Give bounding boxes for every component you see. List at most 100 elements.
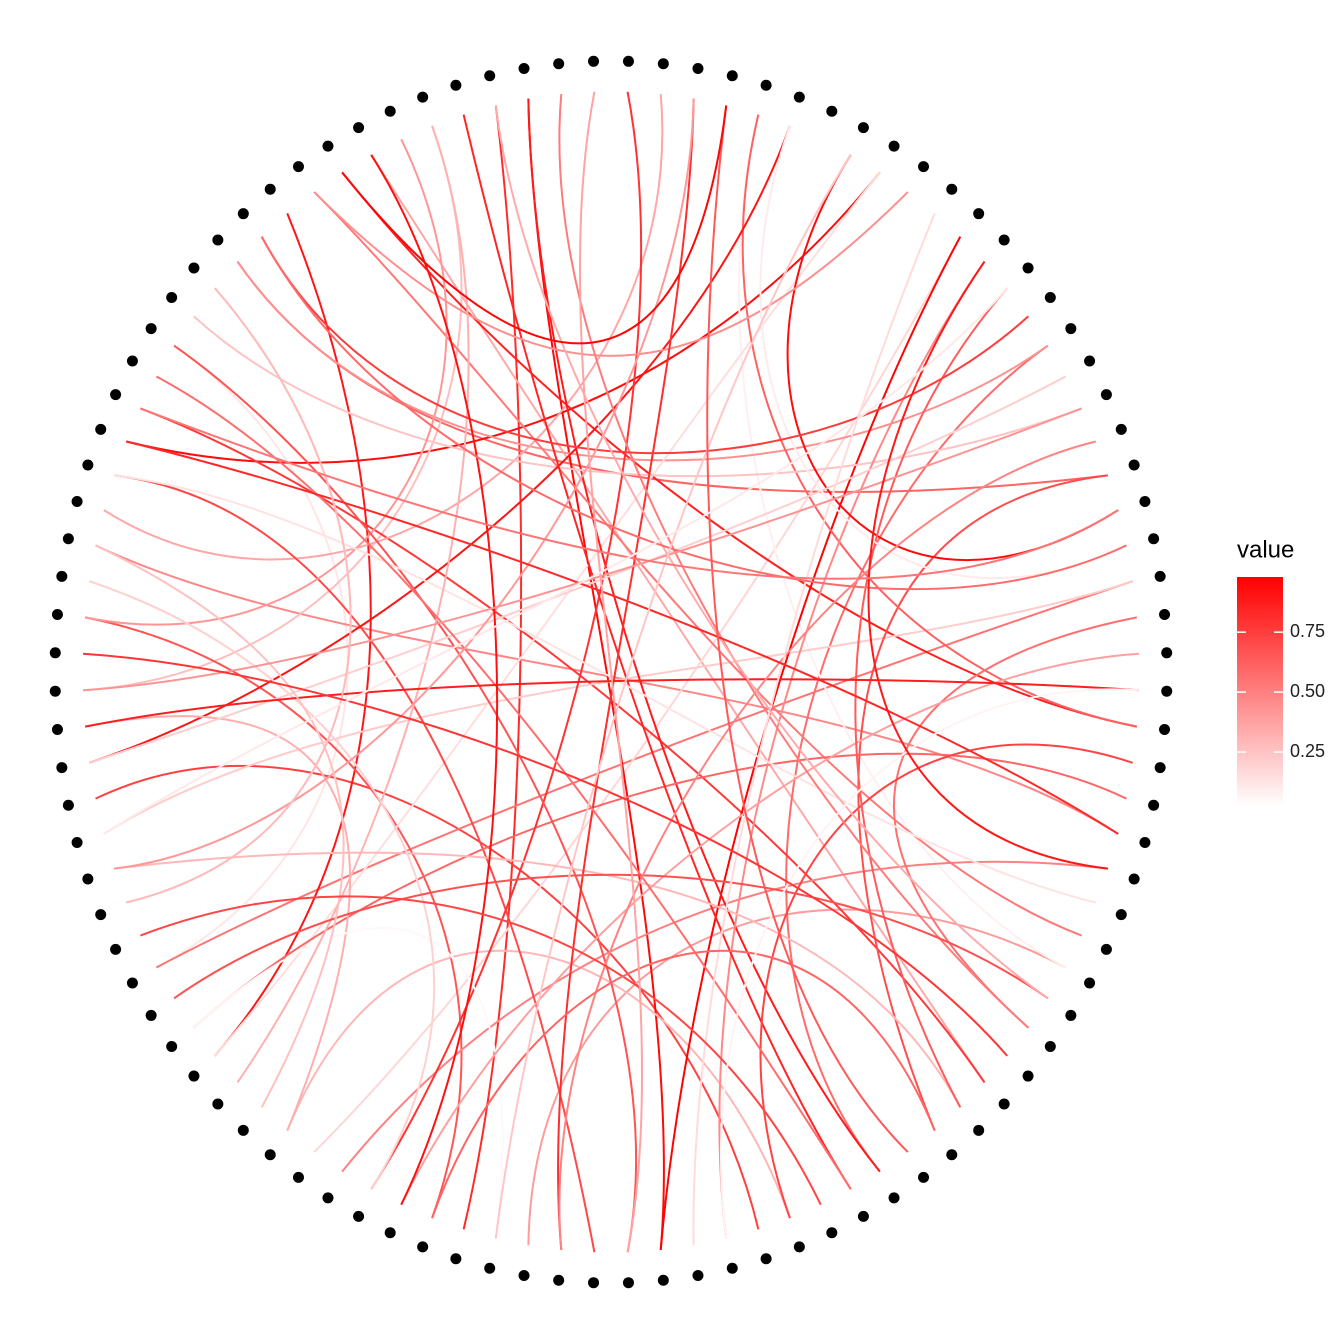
edge xyxy=(341,860,1109,1173)
edge xyxy=(192,752,1127,1029)
edge xyxy=(192,315,1082,478)
edge xyxy=(140,407,986,1084)
edge xyxy=(494,154,852,1239)
edge xyxy=(854,287,1008,1108)
edge xyxy=(759,125,1127,579)
edge xyxy=(155,375,852,1190)
node xyxy=(1115,909,1127,921)
node xyxy=(1044,1040,1056,1052)
edge xyxy=(370,91,643,1190)
node xyxy=(82,459,94,471)
node xyxy=(71,836,83,848)
node xyxy=(384,105,396,117)
node xyxy=(484,70,496,82)
colorbar-label: 0.50 xyxy=(1290,681,1325,701)
node xyxy=(166,292,178,304)
node xyxy=(1084,977,1096,989)
node xyxy=(1128,459,1140,471)
node xyxy=(918,1171,930,1183)
edge xyxy=(84,616,463,1219)
legend-title: value xyxy=(1237,536,1294,563)
legend: value 0.25 0.50 0.75 xyxy=(1237,536,1325,806)
node xyxy=(973,208,985,220)
node xyxy=(826,1227,838,1239)
edge xyxy=(260,236,1030,455)
edge xyxy=(236,260,1049,462)
edge xyxy=(173,873,1049,1000)
node xyxy=(692,1269,704,1281)
node xyxy=(1154,570,1166,582)
edge xyxy=(113,851,962,1108)
edge xyxy=(313,236,962,1153)
edge xyxy=(558,94,1030,1029)
node xyxy=(760,79,772,91)
node xyxy=(657,58,669,70)
node xyxy=(188,262,200,274)
node xyxy=(973,1124,985,1136)
node xyxy=(1065,1009,1077,1021)
node xyxy=(1159,608,1171,620)
node xyxy=(1128,873,1140,885)
edge xyxy=(494,105,1049,1000)
node xyxy=(826,105,838,117)
edge xyxy=(113,98,695,870)
node xyxy=(56,762,68,774)
edges xyxy=(82,91,1140,1253)
colorbar-label: 0.75 xyxy=(1290,621,1325,641)
edge xyxy=(236,260,1109,493)
node xyxy=(353,122,365,134)
edge xyxy=(578,91,644,1253)
node xyxy=(110,389,122,401)
node xyxy=(292,161,304,173)
edge xyxy=(370,154,986,1084)
colorbar-label: 0.25 xyxy=(1290,741,1325,761)
edge xyxy=(692,212,936,1246)
node xyxy=(417,91,429,103)
node xyxy=(384,1227,396,1239)
edge xyxy=(236,125,470,1084)
edge xyxy=(527,98,881,1173)
node xyxy=(518,63,530,75)
edge xyxy=(113,474,1096,904)
node xyxy=(145,1009,157,1021)
node xyxy=(166,1040,178,1052)
node xyxy=(998,234,1010,246)
edge xyxy=(88,580,436,1190)
node xyxy=(1154,762,1166,774)
node xyxy=(857,1210,869,1222)
edge xyxy=(214,171,881,1057)
node xyxy=(126,977,138,989)
edge xyxy=(462,105,523,1230)
node xyxy=(322,140,334,152)
node xyxy=(726,70,738,82)
node xyxy=(918,161,930,173)
edge xyxy=(527,908,1067,1246)
node xyxy=(946,1149,958,1161)
node xyxy=(726,1262,738,1274)
edge xyxy=(82,407,1082,692)
node xyxy=(49,647,61,659)
node xyxy=(857,122,869,134)
edge xyxy=(341,105,728,345)
edge xyxy=(95,764,760,1230)
node xyxy=(1161,647,1173,659)
node xyxy=(51,608,63,620)
node xyxy=(212,234,224,246)
node xyxy=(212,1098,224,1110)
edge xyxy=(126,440,1119,835)
edge xyxy=(738,114,1067,969)
edge xyxy=(84,715,351,1132)
edge xyxy=(759,743,1134,1219)
node xyxy=(95,909,107,921)
node xyxy=(1139,496,1151,508)
node xyxy=(292,1171,304,1183)
edge xyxy=(313,191,1082,937)
edge xyxy=(126,171,881,464)
edge xyxy=(103,94,664,561)
edge xyxy=(557,98,695,1250)
edge xyxy=(113,474,596,1253)
node xyxy=(95,423,107,435)
node xyxy=(1148,533,1160,545)
node xyxy=(484,1262,496,1274)
